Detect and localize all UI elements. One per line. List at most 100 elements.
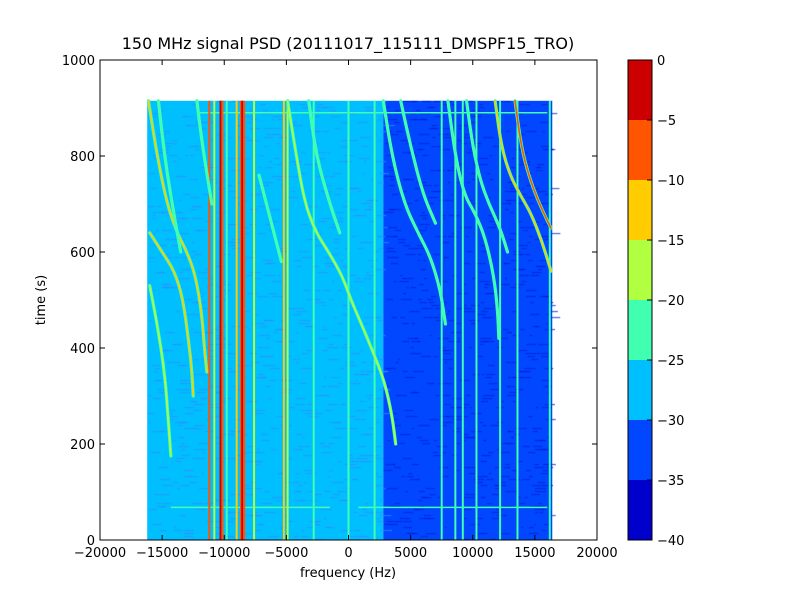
noise-mark [479,103,483,106]
noise-mark [298,484,303,487]
noise-mark [486,478,494,481]
noise-mark [509,391,519,394]
noise-mark [422,100,432,103]
noise-mark [355,277,361,280]
noise-mark [323,325,327,328]
noise-mark [501,337,508,340]
noise-mark [462,508,472,511]
noise-mark [162,505,167,508]
noise-mark [158,244,167,247]
noise-mark [539,202,550,205]
noise-mark [282,391,291,394]
noise-mark [511,190,521,193]
noise-mark [207,343,218,346]
noise-mark [453,163,465,166]
noise-mark [353,529,361,532]
noise-mark [276,472,282,475]
colorbar-segment-3 [628,300,652,360]
noise-mark [506,199,516,202]
noise-mark [220,178,229,181]
noise-mark [433,253,440,256]
trace-10 [447,100,500,340]
noise-mark [317,232,323,235]
noise-mark [192,409,202,412]
x-tick-label-8: 20000 [576,546,617,561]
noise-mark [335,247,338,250]
noise-mark [537,163,545,166]
noise-mark [202,451,206,454]
noise-mark [447,169,451,172]
noise-mark [274,208,280,211]
noise-mark [184,529,194,532]
colorbar-tick-label-0: 0 [657,54,665,69]
noise-mark [302,256,313,259]
noise-mark [451,232,456,235]
noise-mark [509,187,521,190]
noise-mark [519,502,526,505]
noise-mark [175,310,181,313]
noise-mark [313,289,321,292]
noise-mark [530,274,540,277]
noise-mark [188,481,198,484]
noise-mark [472,436,475,439]
noise-mark [550,316,561,319]
noise-mark [391,193,399,196]
noise-mark [377,181,384,184]
noise-mark [289,406,295,409]
plot-area [146,99,561,540]
noise-mark [354,382,361,385]
noise-mark [192,331,204,334]
noise-mark [202,331,212,334]
colorbar-tick-label-8: −40 [657,534,684,549]
noise-mark [183,475,193,478]
noise-mark [341,499,349,502]
noise-mark [360,370,366,373]
noise-mark [164,130,171,133]
noise-mark [517,244,528,247]
noise-mark [379,115,388,118]
noise-mark [463,433,469,436]
noise-mark [364,505,368,508]
noise-mark [340,121,348,124]
noise-mark [441,424,447,427]
noise-mark [452,418,464,421]
noise-mark [288,355,292,358]
noise-mark [174,256,179,259]
noise-mark [433,355,439,358]
noise-mark [209,349,216,352]
noise-mark [300,367,313,370]
noise-mark [260,409,266,412]
noise-mark [298,445,311,448]
noise-mark [428,301,435,304]
noise-mark [212,265,224,268]
trace-8 [382,100,447,325]
noise-mark [527,259,533,262]
noise-mark [529,235,533,238]
noise-mark [157,211,166,214]
noise-mark [421,118,428,121]
x-axis: −20000 −15000 −10000 −5000 0 5000 10000 15000 20… [74,60,618,561]
noise-mark [535,187,540,190]
x-tick-label-4: 0 [344,546,352,561]
noise-mark [509,232,518,235]
noise-mark [466,436,476,439]
noise-mark [249,481,257,484]
noise-mark [302,535,310,538]
noise-mark [326,169,329,172]
noise-mark [168,154,178,157]
noise-mark [378,247,383,250]
noise-mark [339,367,345,370]
noise-mark [256,322,265,325]
noise-mark [275,340,282,343]
noise-mark [487,172,490,175]
noise-mark [406,286,409,289]
noise-mark [152,154,156,157]
noise-mark [194,373,204,376]
noise-mark [540,145,550,148]
noise-mark [268,397,272,400]
noise-mark [358,445,365,448]
noise-mark [255,529,262,532]
noise-mark [375,421,380,424]
noise-mark [179,484,190,487]
noise-mark [181,448,186,451]
